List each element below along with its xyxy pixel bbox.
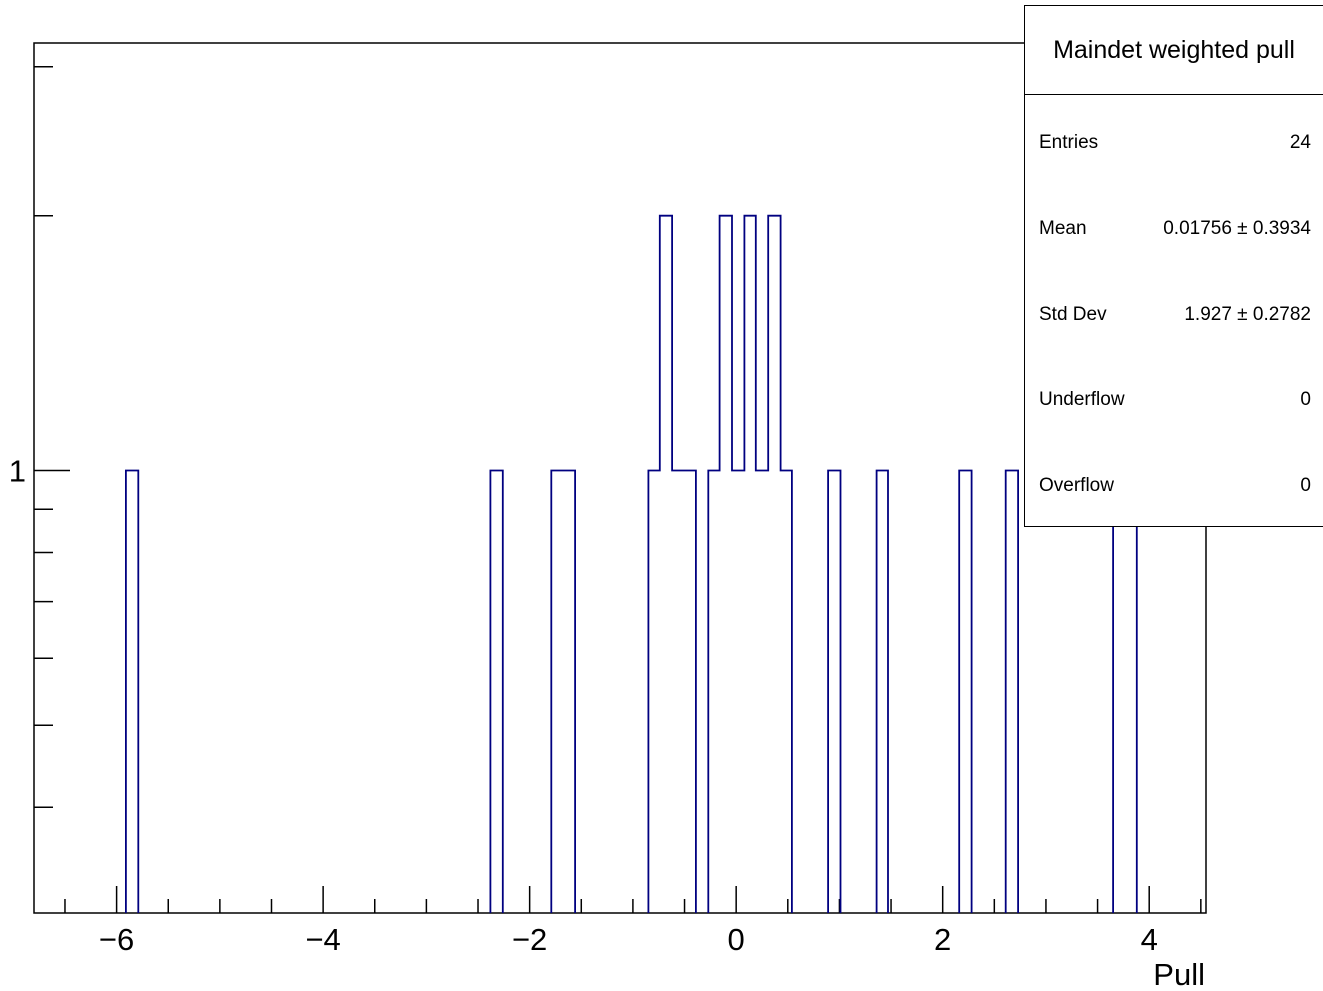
x-tick-label: 2 xyxy=(934,922,951,957)
stats-value: 1.927 ± 0.2782 xyxy=(1184,304,1311,325)
histogram-bin xyxy=(1006,470,1018,913)
histogram-bin xyxy=(490,470,502,913)
histogram-bin xyxy=(660,216,672,913)
stats-label: Std Dev xyxy=(1039,304,1107,325)
stats-value: 0 xyxy=(1300,475,1311,496)
histogram-outline xyxy=(125,214,1138,913)
x-tick-label: −2 xyxy=(512,922,547,957)
y-tick-labels: 1 xyxy=(9,453,26,488)
x-tick-label: −6 xyxy=(99,922,134,957)
histogram-bin xyxy=(551,470,575,913)
stats-label: Underflow xyxy=(1039,389,1125,410)
histogram-bins xyxy=(126,216,1137,913)
stats-value: 24 xyxy=(1289,132,1311,153)
axis-ticks xyxy=(34,65,1202,913)
histogram-bin xyxy=(126,470,138,913)
stats-box: Maindet weighted pull Entries 24 Mean 0.… xyxy=(1024,5,1323,527)
stats-row-entries: Entries 24 xyxy=(1039,128,1311,158)
stats-value: 0 xyxy=(1300,389,1311,410)
histogram-bin xyxy=(744,216,755,913)
histogram-bin xyxy=(756,470,768,913)
stats-label: Overflow xyxy=(1039,475,1114,496)
x-tick-label: 4 xyxy=(1141,922,1158,957)
histogram-bin xyxy=(720,216,732,913)
stats-row-underflow: Underflow 0 xyxy=(1039,385,1311,415)
histogram-bin xyxy=(1113,470,1137,913)
histogram-bin xyxy=(781,470,792,913)
histogram-bin xyxy=(959,470,971,913)
histogram-bin xyxy=(877,470,888,913)
stats-value: 0.01756 ± 0.3934 xyxy=(1163,218,1311,239)
histogram-bin xyxy=(708,470,719,913)
histogram-bin xyxy=(768,216,780,913)
stats-row-std-dev: Std Dev 1.927 ± 0.2782 xyxy=(1039,300,1311,330)
x-tick-label: −4 xyxy=(305,922,340,957)
stats-title: Maindet weighted pull xyxy=(1025,6,1323,95)
stats-label: Mean xyxy=(1039,218,1087,239)
histogram-bin xyxy=(828,470,840,913)
stats-label: Entries xyxy=(1039,132,1099,153)
x-tick-label: 0 xyxy=(728,922,745,957)
stats-row-mean: Mean 0.01756 ± 0.3934 xyxy=(1039,214,1311,244)
x-axis-title: Pull xyxy=(1153,957,1205,991)
x-tick-labels: −6 −4 −2 0 2 4 xyxy=(99,922,1158,957)
stats-row-overflow: Overflow 0 xyxy=(1039,471,1311,501)
histogram-bin xyxy=(648,470,659,913)
histogram-bin xyxy=(672,470,696,913)
histogram-bin xyxy=(732,470,744,913)
y-tick-label: 1 xyxy=(9,453,26,488)
